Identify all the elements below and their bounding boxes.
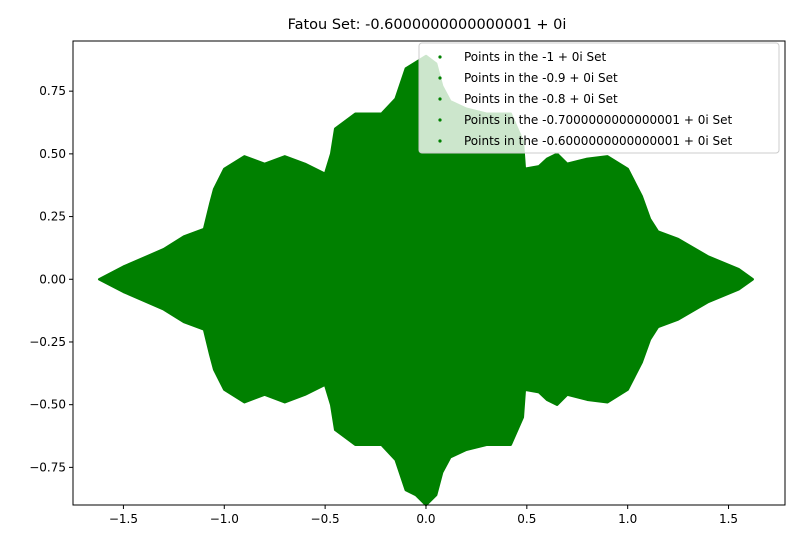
legend-label: Points in the -0.7000000000000001 + 0i S…: [464, 113, 733, 127]
x-tick-label: −1.0: [210, 512, 239, 526]
x-tick-label: 1.5: [719, 512, 738, 526]
legend-label: Points in the -1 + 0i Set: [464, 50, 607, 64]
y-axis: −0.75 −0.50 −0.25 0.00 0.25 0.50 0.75: [29, 84, 73, 474]
x-tick-label: 1.0: [618, 512, 637, 526]
y-tick-label: 0.00: [39, 272, 66, 286]
fatou-set-points: [97, 54, 754, 507]
legend-marker: [438, 97, 442, 101]
legend-box: [418, 42, 780, 154]
y-tick-label: 0.50: [39, 147, 66, 161]
x-tick-label: 0.5: [517, 512, 536, 526]
x-tick-label: 0.0: [416, 512, 435, 526]
chart-title: Fatou Set: -0.6000000000000001 + 0i: [288, 17, 567, 33]
legend-marker: [438, 139, 442, 143]
y-tick-label: 0.25: [39, 210, 66, 224]
x-tick-label: −1.5: [109, 512, 138, 526]
y-tick-label: −0.50: [29, 398, 66, 412]
legend-label: Points in the -0.9 + 0i Set: [464, 71, 618, 85]
legend-marker: [438, 55, 442, 59]
x-axis: −1.5 −1.0 −0.5 0.0 0.5 1.0 1.5: [109, 505, 738, 526]
legend-marker: [438, 118, 442, 122]
legend-marker: [438, 76, 442, 80]
x-tick-label: −0.5: [311, 512, 340, 526]
y-tick-label: −0.75: [29, 460, 66, 474]
y-tick-label: −0.25: [29, 335, 66, 349]
plot-frame: [72, 40, 786, 506]
legend-label: Points in the -0.6000000000000001 + 0i S…: [464, 134, 733, 148]
legend-label: Points in the -0.8 + 0i Set: [464, 92, 618, 106]
plot-area: [97, 54, 754, 507]
legend: Points in the -1 + 0i Set Points in the -…: [418, 42, 780, 154]
y-tick-label: 0.75: [39, 84, 66, 98]
